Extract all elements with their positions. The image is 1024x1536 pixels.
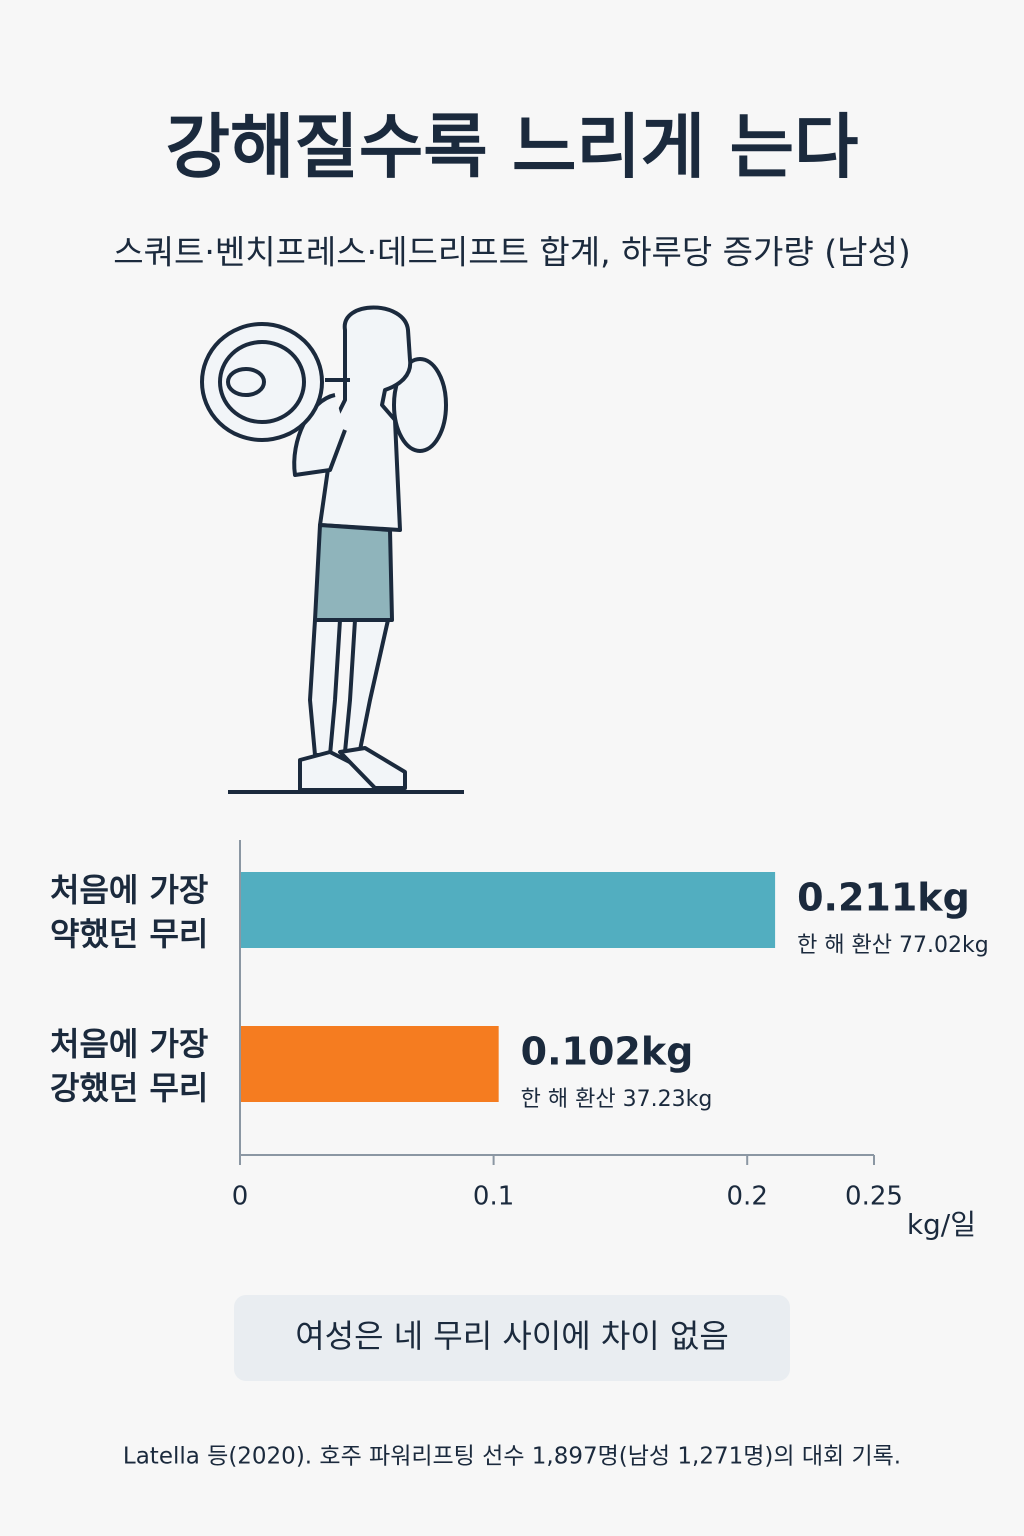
category-label: 처음에 가장 강했던 무리 — [50, 1025, 209, 1107]
annual-label: 한 해 환산 77.02kg — [797, 933, 989, 958]
x-tick-label: 0.1 — [473, 1182, 514, 1212]
annual-label: 한 해 환산 37.23kg — [521, 1087, 713, 1112]
subtitle: 스쿼트·벤치프레스·데드리프트 합계, 하루당 증가량 (남성) — [113, 233, 910, 272]
category-label: 처음에 가장 약했던 무리 — [50, 871, 209, 953]
note-box — [234, 1295, 790, 1381]
x-axis-label: kg/일 — [907, 1208, 976, 1241]
value-label: 0.102kg — [521, 1030, 694, 1074]
x-tick-label: 0.2 — [727, 1182, 768, 1212]
lifter-illustration — [200, 305, 464, 794]
x-tick-label: 0.25 — [845, 1182, 903, 1212]
source: Latella 등(2020). 호주 파워리프팅 선수 1,897명(남성 1… — [123, 1444, 901, 1470]
note: 여성은 네 무리 사이에 차이 없음 — [295, 1317, 729, 1355]
x-tick-label: 0 — [232, 1182, 249, 1212]
title: 강해질수록 느리게 는다 — [166, 106, 859, 188]
bar — [241, 872, 776, 948]
bar — [241, 1026, 499, 1102]
value-label: 0.211kg — [797, 876, 970, 920]
